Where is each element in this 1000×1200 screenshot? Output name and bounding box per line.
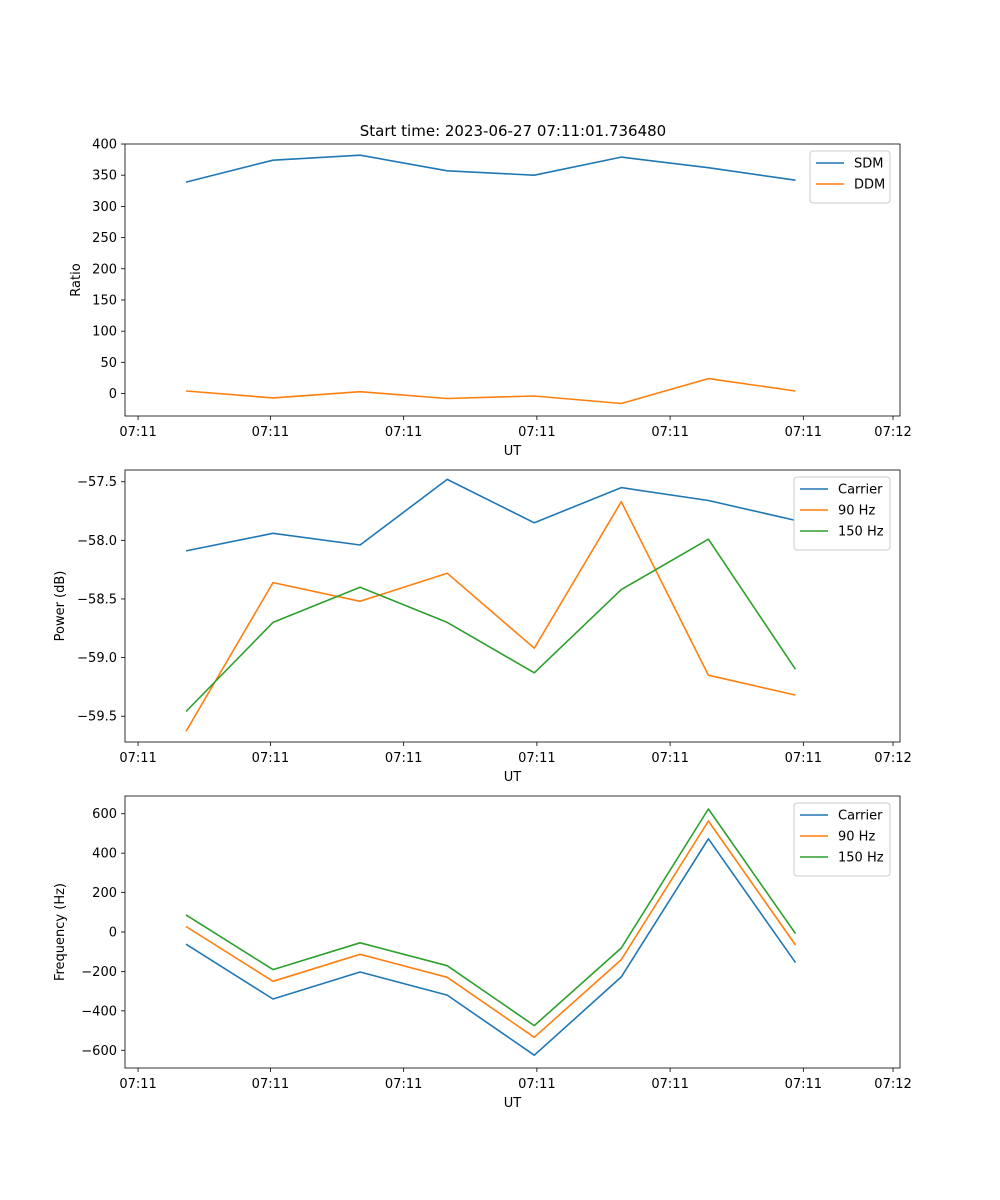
y-tick-label: −600 [81,1044,117,1059]
axes-frame [124,469,901,743]
series-line-sdm [185,154,796,183]
legend-label: SDM [854,157,883,172]
legend-label: 90 Hz [838,830,875,845]
chart-panel-2: 07:11 07:11 07:11 07:11 07:11 07:11 07:12 −59.5… [53,469,912,785]
legend-label: 150 Hz [838,525,884,540]
chart-panel-1: 07:11 07:11 07:11 07:11 07:11 07:11 07:12 0 50 10… [69,138,912,460]
x-axis-label: UT [504,770,522,785]
series-line-150-hz [185,538,797,713]
series-line-ddm [185,377,796,405]
y-tick-label: −400 [81,1004,117,1019]
y-tick-label: −200 [81,965,117,980]
x-tick-label: 07:11 [385,751,422,766]
y-axis-label: Frequency (Hz) [53,883,68,981]
x-tick-label: 07:11 [119,1077,156,1092]
x-tick-label: 07:11 [651,751,688,766]
x-tick-label: 07:11 [785,425,822,440]
x-tick-label: 07:11 [252,1077,289,1092]
legend: Carrier 90 Hz 150 Hz [793,802,891,877]
series-line-150-hz [185,808,797,1027]
x-tick-label: 07:12 [874,1077,911,1092]
legend-box [809,150,891,204]
x-tick-label: 07:11 [385,1077,422,1092]
y-tick-label: 300 [92,200,117,215]
axes-frame [124,143,901,417]
series-line-carrier [185,837,797,1056]
y-tick-label: 350 [92,169,117,184]
x-tick-label: 07:11 [252,751,289,766]
legend-label: DDM [854,178,885,193]
legend-label: Carrier [838,809,883,824]
series-line-90-hz [185,500,796,732]
chart-panels: 07:11 07:11 07:11 07:11 07:11 07:11 07:12 0 50 10… [53,138,912,1112]
y-tick-label: −58.0 [77,534,117,549]
y-tick-label: −57.5 [77,475,117,490]
x-tick-label: 07:11 [518,425,555,440]
y-tick-label: 100 [92,325,117,340]
x-tick-label: 07:11 [385,425,422,440]
x-tick-label: 07:11 [785,751,822,766]
chart-panel-3: 07:11 07:11 07:11 07:11 07:11 07:11 07:12 −600 −… [53,795,912,1111]
y-tick-label: 0 [109,387,117,402]
x-tick-label: 07:11 [252,425,289,440]
y-tick-label: 0 [109,926,117,941]
y-tick-label: 150 [92,293,117,308]
x-tick-label: 07:11 [119,425,156,440]
axes-frame [124,795,901,1069]
x-axis-label: UT [504,444,522,459]
x-tick-label: 07:11 [651,1077,688,1092]
figure-title: Start time: 2023-06-27 07:11:01.736480 [360,122,666,140]
legend-label: 150 Hz [838,851,884,866]
y-tick-label: 400 [92,138,117,153]
series-line-carrier [185,478,796,552]
x-tick-label: 07:12 [874,751,911,766]
y-axis-label: Ratio [69,263,84,296]
series-line-90-hz [185,820,797,1039]
y-tick-label: 250 [92,231,117,246]
y-axis-label: Power (dB) [53,571,68,642]
x-axis-label: UT [504,1096,522,1111]
x-tick-label: 07:11 [119,751,156,766]
legend: Carrier 90 Hz 150 Hz [793,476,891,551]
y-tick-label: −59.0 [77,651,117,666]
y-tick-label: −58.5 [77,592,117,607]
x-tick-label: 07:11 [518,751,555,766]
y-tick-label: 400 [92,847,117,862]
x-tick-label: 07:11 [518,1077,555,1092]
x-tick-label: 07:11 [785,1077,822,1092]
legend: SDM DDM [809,150,891,204]
x-tick-label: 07:12 [874,425,911,440]
y-tick-label: −59.5 [77,710,117,725]
y-tick-label: 600 [92,807,117,822]
y-tick-label: 50 [100,356,117,371]
legend-label: Carrier [838,483,883,498]
x-tick-label: 07:11 [651,425,688,440]
y-tick-label: 200 [92,886,117,901]
y-tick-label: 200 [92,262,117,277]
legend-label: 90 Hz [838,504,875,519]
